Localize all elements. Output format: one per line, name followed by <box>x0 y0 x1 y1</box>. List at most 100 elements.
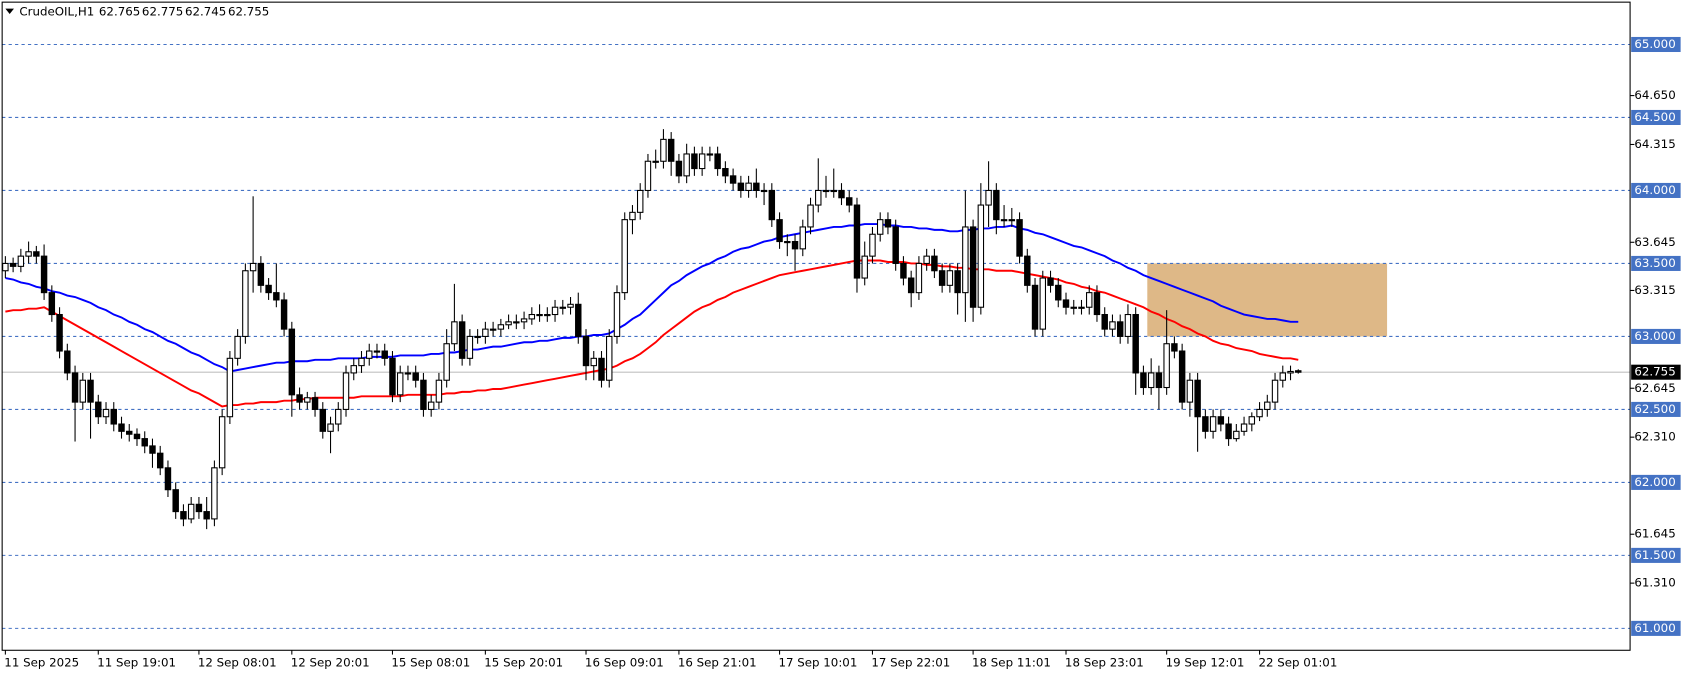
candle-body <box>1039 277 1047 330</box>
candle-body <box>884 219 892 228</box>
candle-body <box>40 255 48 294</box>
candle-body <box>846 197 853 206</box>
candle-body <box>482 328 489 337</box>
candle-body <box>234 335 241 359</box>
candle-body <box>211 467 218 520</box>
candle-body <box>575 303 582 337</box>
level-label: 63.500 <box>1634 256 1675 270</box>
candle-body <box>1031 284 1039 330</box>
candle-body <box>807 204 814 228</box>
candle-body <box>923 255 930 264</box>
candle-body <box>520 318 528 323</box>
candle-body <box>257 262 265 286</box>
level-label-box <box>1631 109 1681 125</box>
candle-body <box>1271 379 1279 403</box>
candle-body <box>954 270 961 294</box>
candle-body <box>79 379 87 403</box>
candle-body <box>180 511 187 520</box>
candle-body <box>489 328 497 331</box>
candle-body <box>172 489 179 513</box>
candle-body <box>25 251 32 257</box>
level-label: 64.000 <box>1634 183 1675 197</box>
y-tick-label: 63.645 <box>1634 235 1675 249</box>
candle-body <box>435 379 443 403</box>
supply-zone <box>1147 263 1388 337</box>
candle-body <box>9 262 17 267</box>
y-tick-label: 62.310 <box>1634 430 1675 444</box>
level-label-box <box>1631 36 1681 53</box>
candle-body <box>451 321 458 345</box>
candle-body <box>288 328 296 396</box>
candle-body <box>381 350 388 359</box>
y-tick-label: 64.315 <box>1634 137 1675 151</box>
last-price-box <box>1631 364 1681 380</box>
candle-body <box>629 211 636 221</box>
candle-body <box>327 423 334 432</box>
candle-body <box>218 416 226 469</box>
candle-body <box>598 357 605 381</box>
candle-body <box>822 189 830 193</box>
candle-body <box>1256 408 1263 418</box>
candle-body <box>373 350 381 353</box>
candle-body <box>443 343 450 381</box>
candle-body <box>342 372 350 410</box>
candle-body <box>1194 379 1201 418</box>
candle-body <box>249 262 257 272</box>
candle-body <box>187 503 195 520</box>
candle-body <box>1132 313 1139 374</box>
candle-body <box>1086 292 1093 308</box>
candle-body <box>358 357 365 367</box>
candle-body <box>242 270 249 337</box>
candle-body <box>636 189 644 213</box>
candle-body <box>1233 430 1240 440</box>
candle-body <box>985 189 992 206</box>
level-label: 61.000 <box>1634 621 1675 635</box>
candle-body <box>675 160 683 177</box>
candle-body <box>760 189 768 193</box>
candle-body <box>141 438 148 447</box>
candle-body <box>652 160 659 163</box>
candle-body <box>606 335 613 381</box>
candle-body <box>838 189 845 199</box>
candle-body <box>1047 277 1054 286</box>
candle-body <box>420 379 427 410</box>
menu-triangle[interactable] <box>5 8 14 14</box>
candle-body <box>869 233 876 257</box>
candle-body <box>466 335 474 359</box>
candle-body <box>536 313 543 317</box>
y-tick-label: 64.650 <box>1634 88 1675 102</box>
candle-body <box>412 372 419 381</box>
candle-body <box>1178 350 1186 403</box>
candle-body <box>513 321 520 324</box>
candle-body <box>1171 343 1178 352</box>
candle-body <box>1062 299 1070 308</box>
candle-body <box>203 511 210 520</box>
candle-body <box>799 226 807 250</box>
candle-body <box>969 226 977 308</box>
candle-body <box>404 372 412 375</box>
candle-body <box>133 433 141 440</box>
candle-body <box>1109 321 1116 330</box>
candle-body <box>544 313 551 317</box>
x-tick-label: 12 Sep 08:01 <box>198 656 277 670</box>
candle-body <box>698 153 706 170</box>
level-label-box <box>1631 255 1681 271</box>
candle-body <box>1279 372 1287 381</box>
candle-body <box>102 408 110 418</box>
header-open: 62.765 <box>99 4 140 18</box>
candle-body <box>1016 219 1023 257</box>
candle-body <box>1000 219 1008 222</box>
candle-body <box>691 153 698 170</box>
candle-body <box>1186 379 1194 403</box>
x-tick-label: 16 Sep 09:01 <box>585 656 664 670</box>
candle-body <box>265 284 272 294</box>
x-tick-label: 16 Sep 21:01 <box>678 656 757 670</box>
x-tick-label: 15 Sep 08:01 <box>391 656 470 670</box>
candle-body <box>366 350 373 359</box>
moving-average <box>5 259 1299 408</box>
y-tick-label: 63.315 <box>1634 283 1675 297</box>
x-tick-label: 15 Sep 20:01 <box>484 656 563 670</box>
candle-body <box>1024 255 1031 286</box>
